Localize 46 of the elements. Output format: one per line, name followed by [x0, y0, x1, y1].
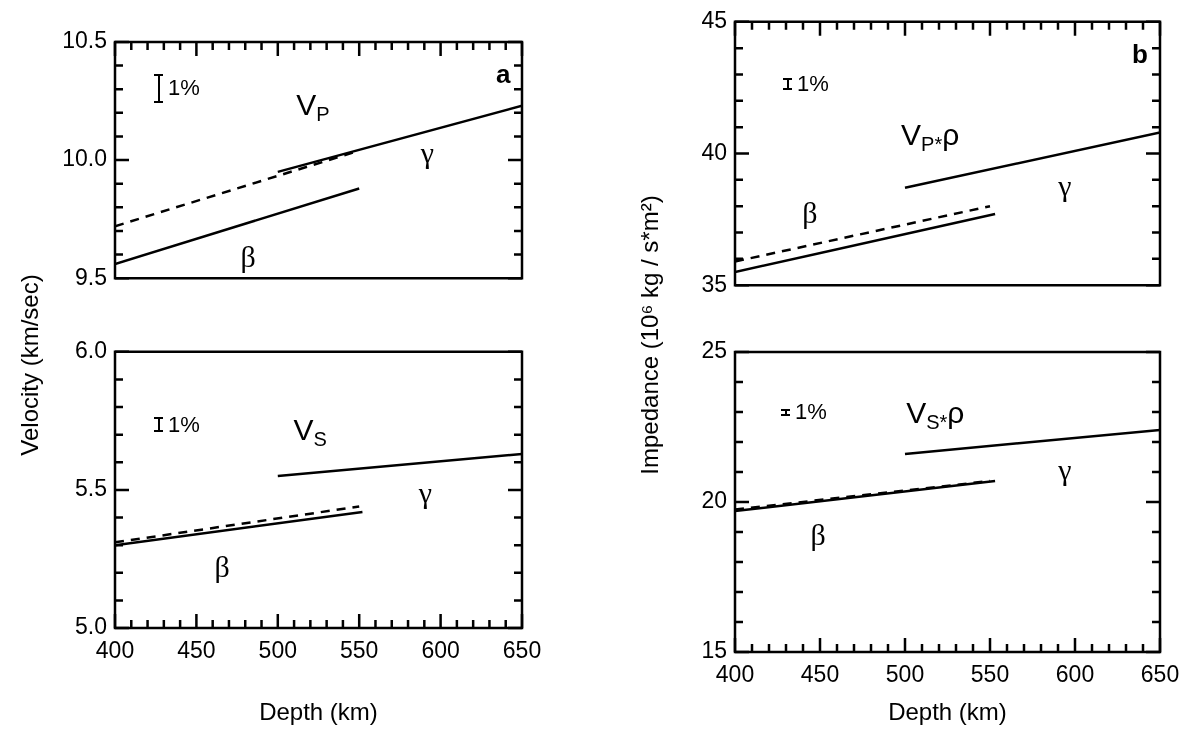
y-tick-label: 6.0 [75, 337, 107, 364]
x-tick-label: 500 [258, 637, 297, 664]
annotation: γ [420, 135, 434, 169]
x-tick-label: 400 [95, 637, 135, 664]
annotation: 1% [797, 70, 829, 96]
annotation: β [240, 240, 256, 274]
y-tick-label: 5.5 [75, 475, 107, 502]
annotation: a [496, 59, 511, 89]
y-tick-label: 9.5 [75, 263, 107, 290]
x-axis-title: Depth (km) [888, 698, 1007, 726]
y-tick-label: 40 [701, 138, 727, 165]
annotation: b [1132, 38, 1148, 69]
x-tick-label: 650 [502, 637, 542, 664]
annotation: β [802, 195, 818, 229]
y-tick-label: 25 [701, 337, 727, 364]
x-axis-title: Depth (km) [259, 698, 378, 726]
x-tick-label: 600 [421, 637, 460, 664]
annotation: V$_{S*}$ρ [906, 396, 965, 433]
y-axis-title: Impedance (10⁶ kg / s*m²) [636, 195, 664, 475]
y-tick-label: 10.5 [62, 27, 107, 54]
annotation: γ [1058, 168, 1072, 202]
annotation: γ [1058, 452, 1072, 486]
x-tick-label: 650 [1140, 661, 1180, 688]
y-tick-label: 35 [701, 270, 727, 297]
annotation: V$_{P*}$ρ [901, 118, 960, 156]
annotation: 1% [168, 411, 200, 437]
y-tick-label: 5.0 [75, 613, 107, 640]
x-tick-label: 550 [340, 637, 379, 664]
y-tick-label: 45 [701, 7, 727, 34]
annotation: β [810, 518, 826, 551]
x-tick-label: 450 [177, 637, 216, 664]
y-tick-label: 10.0 [62, 145, 107, 172]
x-tick-label: 500 [885, 661, 925, 688]
annotation: 1% [168, 75, 200, 100]
x-tick-label: 600 [1055, 661, 1095, 688]
annotation: γ [418, 475, 432, 509]
y-tick-label: 15 [701, 637, 727, 664]
y-axis-title: Velocity (km/sec) [16, 274, 44, 456]
x-tick-label: 400 [715, 661, 755, 688]
annotation: β [214, 550, 230, 584]
annotation: V$_{P}$ [296, 87, 330, 125]
annotation: 1% [795, 399, 827, 424]
annotation: V$_{S}$ [293, 412, 327, 450]
y-tick-label: 20 [701, 487, 727, 514]
x-tick-label: 450 [800, 661, 840, 688]
x-tick-label: 550 [970, 661, 1010, 688]
